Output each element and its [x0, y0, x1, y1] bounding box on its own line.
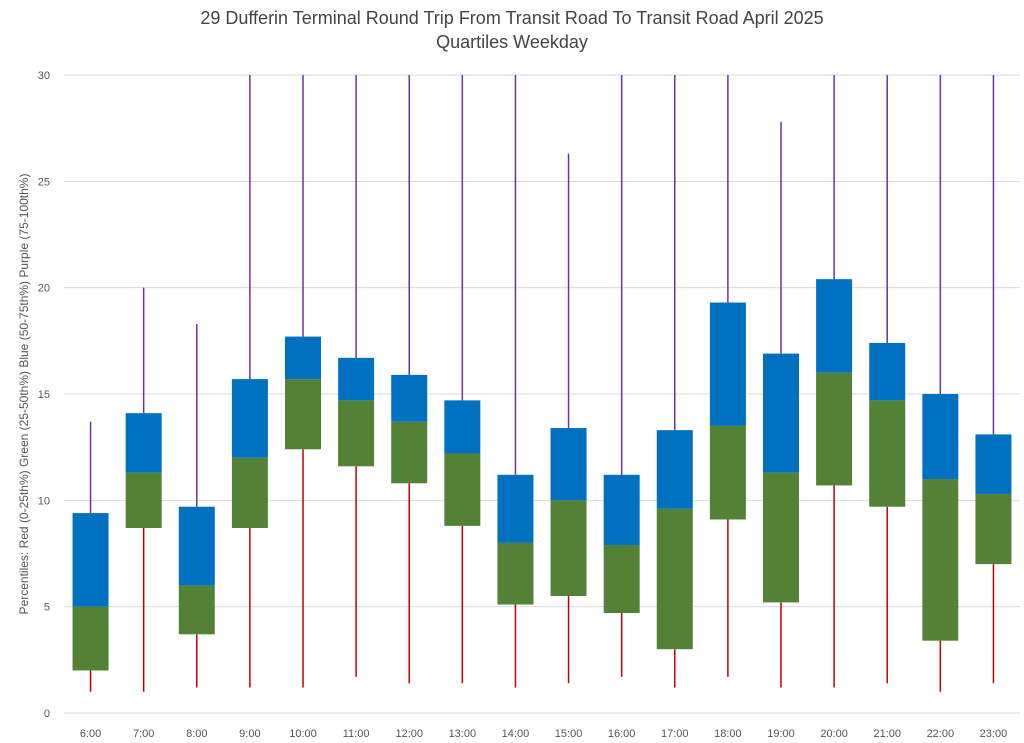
- y-tick-label: 5: [44, 602, 50, 614]
- lower-box: [709, 425, 746, 520]
- upper-box: [869, 342, 906, 401]
- y-tick-label: 30: [38, 70, 50, 82]
- x-tick-label: 15:00: [555, 728, 583, 740]
- upper-box: [497, 474, 534, 543]
- lower-box: [497, 542, 534, 605]
- lower-box: [391, 421, 428, 484]
- upper-box: [231, 379, 268, 458]
- lower-box: [72, 606, 109, 671]
- lower-box: [922, 479, 959, 641]
- x-tick-label: 6:00: [80, 728, 101, 740]
- upper-box: [391, 374, 428, 422]
- x-tick-label: 16:00: [608, 728, 636, 740]
- lower-box: [816, 372, 853, 486]
- lower-box: [869, 400, 906, 507]
- x-tick-label: 19:00: [767, 728, 795, 740]
- upper-box: [72, 513, 109, 607]
- x-tick-label: 9:00: [239, 728, 260, 740]
- x-tick-label: 18:00: [714, 728, 742, 740]
- lower-box: [603, 544, 640, 614]
- x-tick-label: 17:00: [661, 728, 689, 740]
- lower-box: [975, 493, 1012, 565]
- y-tick-label: 20: [38, 283, 50, 295]
- x-tick-label: 21:00: [873, 728, 901, 740]
- lower-box: [125, 472, 162, 528]
- lower-box: [656, 508, 693, 650]
- y-tick-label: 15: [38, 389, 50, 401]
- x-tick-label: 14:00: [502, 728, 530, 740]
- y-tick-label: 25: [38, 176, 50, 188]
- x-tick-label: 7:00: [133, 728, 154, 740]
- upper-box: [656, 430, 693, 509]
- chart-title-block: 29 Dufferin Terminal Round Trip From Tra…: [0, 6, 1024, 54]
- upper-box: [285, 336, 321, 380]
- lower-box: [338, 400, 375, 467]
- upper-box: [816, 279, 853, 373]
- lower-box: [550, 500, 587, 597]
- upper-box: [763, 353, 799, 473]
- lower-box: [178, 585, 215, 635]
- y-tick-label: 10: [38, 495, 50, 507]
- chart-title: 29 Dufferin Terminal Round Trip From Tra…: [200, 8, 824, 28]
- x-tick-label: 13:00: [449, 728, 477, 740]
- x-tick-label: 20:00: [820, 728, 848, 740]
- upper-box: [444, 400, 481, 454]
- lower-box: [231, 457, 268, 528]
- upper-box: [125, 413, 162, 473]
- upper-box: [709, 302, 746, 426]
- upper-box: [178, 506, 215, 586]
- chart-subtitle: Quartiles Weekday: [436, 32, 588, 52]
- lower-box: [285, 379, 321, 450]
- y-axis-label: Percentiles: Red (0-25th%) Green (25-50t…: [17, 174, 31, 615]
- upper-box: [922, 394, 959, 480]
- upper-box: [550, 428, 587, 501]
- upper-box: [603, 474, 640, 545]
- x-tick-label: 8:00: [186, 728, 207, 740]
- x-tick-label: 11:00: [343, 728, 370, 740]
- x-tick-label: 10:00: [289, 728, 317, 740]
- upper-box: [975, 434, 1012, 494]
- x-tick-label: 23:00: [980, 728, 1008, 740]
- upper-box: [338, 357, 375, 401]
- lower-box: [763, 472, 799, 603]
- x-tick-label: 22:00: [927, 728, 955, 740]
- lower-box: [444, 453, 481, 526]
- x-tick-label: 12:00: [395, 728, 423, 740]
- y-tick-label: 0: [44, 708, 50, 720]
